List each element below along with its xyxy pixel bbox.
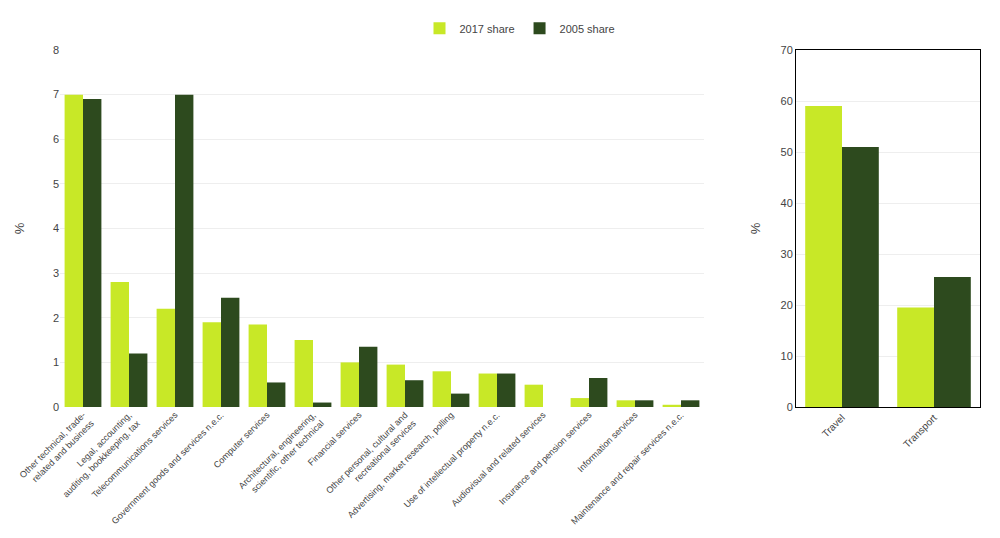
svg-text:0: 0 bbox=[787, 401, 793, 413]
svg-text:40: 40 bbox=[781, 197, 793, 209]
svg-text:6: 6 bbox=[53, 133, 59, 145]
svg-text:8: 8 bbox=[53, 44, 59, 56]
svg-text:Advertising, market research,: Advertising, market research, polling bbox=[346, 410, 456, 520]
svg-text:20: 20 bbox=[781, 299, 793, 311]
svg-text:%: % bbox=[748, 222, 763, 234]
svg-text:2005 share: 2005 share bbox=[560, 23, 615, 35]
svg-text:Use of intellectual property n: Use of intellectual property n.e.c. bbox=[402, 410, 502, 510]
svg-text:Computer services: Computer services bbox=[211, 410, 271, 470]
svg-text:Other personal, cultural andre: Other personal, cultural andrecreational… bbox=[324, 410, 418, 504]
svg-text:50: 50 bbox=[781, 146, 793, 158]
svg-text:Legal, accounting,auditing, bo: Legal, accounting,auditing, bookkeeping,… bbox=[53, 410, 143, 500]
svg-text:2: 2 bbox=[53, 312, 59, 324]
svg-text:Government goods and services: Government goods and services n.e.c. bbox=[110, 410, 226, 526]
svg-text:4: 4 bbox=[53, 222, 59, 234]
svg-text:60: 60 bbox=[781, 95, 793, 107]
svg-text:Transport: Transport bbox=[901, 412, 939, 450]
svg-text:Audiovisual and related servic: Audiovisual and related services bbox=[449, 410, 548, 509]
svg-text:Maintenance and repair service: Maintenance and repair services n.e.c. bbox=[569, 410, 685, 526]
svg-text:Travel: Travel bbox=[820, 412, 847, 439]
svg-text:3: 3 bbox=[53, 267, 59, 279]
svg-text:7: 7 bbox=[53, 88, 59, 100]
svg-text:70: 70 bbox=[781, 44, 793, 56]
svg-text:Financial services: Financial services bbox=[306, 410, 364, 468]
svg-text:30: 30 bbox=[781, 248, 793, 260]
svg-text:Other technical, trade-related: Other technical, trade-related and busin… bbox=[18, 410, 97, 489]
svg-text:Insurance and pension services: Insurance and pension services bbox=[497, 410, 594, 507]
svg-text:%: % bbox=[12, 222, 27, 234]
svg-text:10: 10 bbox=[781, 350, 793, 362]
svg-text:Telecommunications services: Telecommunications services bbox=[90, 410, 180, 500]
svg-text:2017 share: 2017 share bbox=[460, 23, 515, 35]
svg-text:5: 5 bbox=[53, 178, 59, 190]
svg-text:1: 1 bbox=[53, 356, 59, 368]
svg-text:0: 0 bbox=[53, 401, 59, 413]
svg-text:Information services: Information services bbox=[576, 410, 640, 474]
svg-text:Architectural, engineering,sci: Architectural, engineering,scientific, o… bbox=[237, 410, 326, 499]
